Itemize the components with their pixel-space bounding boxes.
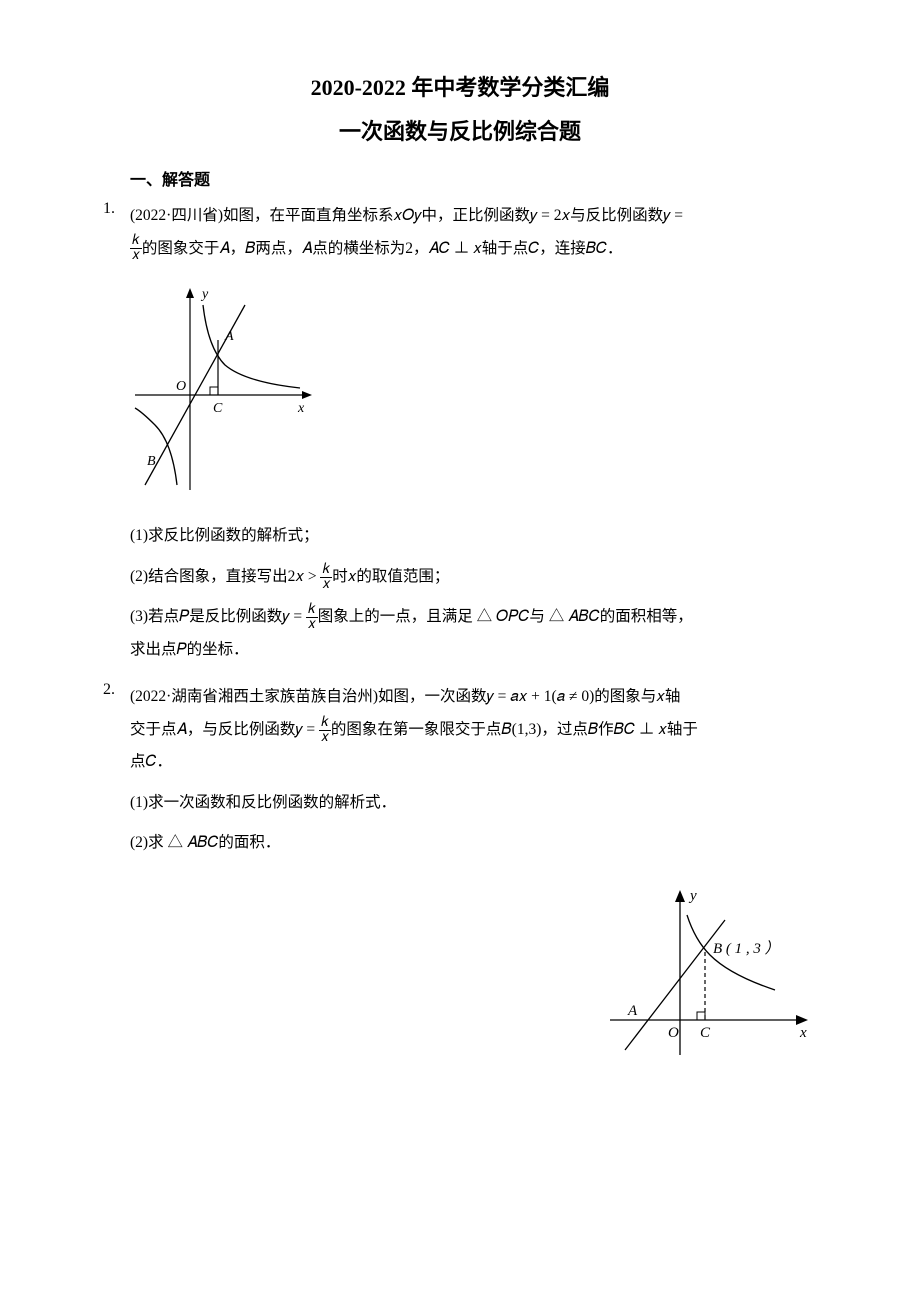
problem-1: 1. (2022·四川省)如图，在平面直角坐标系𝑥𝑂𝑦中，正比例函数𝑦 = 2𝑥… [75,200,845,666]
svg-text:C: C [700,1025,711,1041]
problem-2-q2: (2)求 △ 𝐴𝐵𝐶的面积． [130,827,845,860]
problem-2-source: (2022·湖南省湘西土家族苗族自治州) [130,688,378,705]
problem-1-source: (2022·四川省) [130,207,223,224]
svg-text:y: y [200,287,209,302]
problem-2-body: (2022·湖南省湘西土家族苗族自治州)如图，一次函数𝑦 = 𝑎𝑥 + 1(𝑎 … [130,681,845,1080]
title-sub: 一次函数与反比例综合题 [75,114,845,146]
svg-text:B ( 1 , 3 ）: B ( 1 , 3 ） [713,940,780,957]
svg-text:A: A [627,1003,638,1019]
svg-text:C: C [213,401,223,416]
svg-text:O: O [176,379,186,394]
problem-2-text: (2022·湖南省湘西土家族苗族自治州)如图，一次函数𝑦 = 𝑎𝑥 + 1(𝑎 … [130,681,845,779]
title-main: 2020-2022 年中考数学分类汇编 [75,70,845,102]
fraction-4: 𝑘𝑥 [319,716,331,745]
problem-1-body: (2022·四川省)如图，在平面直角坐标系𝑥𝑂𝑦中，正比例函数𝑦 = 2𝑥与反比… [130,200,845,666]
problem-1-number: 1. [75,200,130,666]
section-header: 一、解答题 [75,166,845,190]
problem-1-q1: (1)求反比例函数的解析式； [130,520,845,553]
problem-2-figure: y x A O C B ( 1 , 3 ） [130,880,845,1080]
svg-text:A: A [224,329,234,344]
problem-1-figure: y x O A C B [130,280,845,505]
fraction-2: 𝑘𝑥 [320,563,332,592]
svg-text:B: B [147,454,156,469]
problem-1-q3: (3)若点𝑃是反比例函数𝑦 = 𝑘𝑥图象上的一点，且满足 △ 𝑂𝑃𝐶与 △ 𝐴𝐵… [130,601,845,666]
problem-1-text: (2022·四川省)如图，在平面直角坐标系𝑥𝑂𝑦中，正比例函数𝑦 = 2𝑥与反比… [130,200,845,265]
problem-1-text2: 的图象交于𝐴，𝐵两点，𝐴点的横坐标为2，𝐴𝐶 ⊥ 𝑥轴于点𝐶，连接𝐵𝐶． [142,240,623,257]
fraction-3: 𝑘𝑥 [306,603,318,632]
svg-text:x: x [799,1025,807,1041]
problem-2-number: 2. [75,681,130,1080]
svg-text:x: x [297,401,305,416]
problem-2-text1: 如图，一次函数𝑦 = 𝑎𝑥 + 1(𝑎 ≠ 0)的图象与𝑥轴 [378,688,680,705]
fraction-1: 𝑘𝑥 [130,234,142,263]
svg-text:O: O [668,1025,679,1041]
problem-2: 2. (2022·湖南省湘西土家族苗族自治州)如图，一次函数𝑦 = 𝑎𝑥 + 1… [75,681,845,1080]
svg-text:y: y [688,888,697,904]
problem-1-text1: 如图，在平面直角坐标系𝑥𝑂𝑦中，正比例函数𝑦 = 2𝑥与反比例函数𝑦 = [223,207,683,224]
problem-1-q2: (2)结合图象，直接写出2𝑥 > 𝑘𝑥时𝑥的取值范围； [130,561,845,594]
problem-2-q1: (1)求一次函数和反比例函数的解析式． [130,787,845,820]
